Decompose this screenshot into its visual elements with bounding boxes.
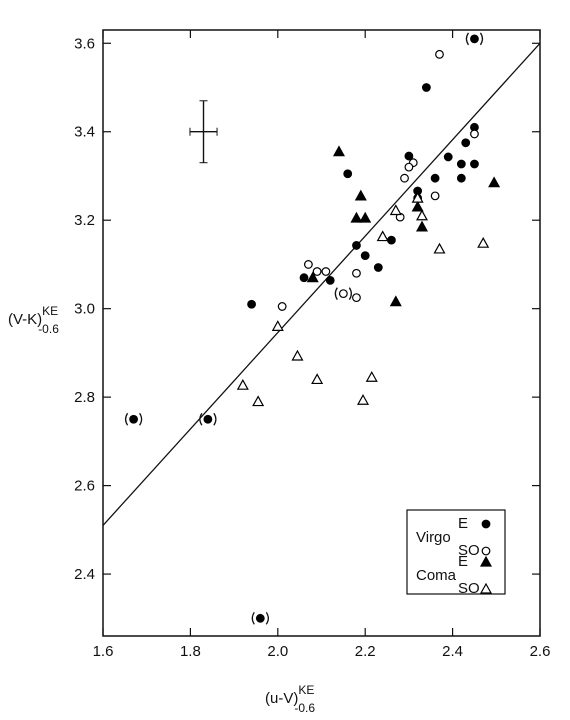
point — [470, 129, 479, 139]
point — [291, 349, 304, 361]
point — [338, 289, 348, 299]
point — [404, 162, 414, 172]
point — [456, 173, 466, 183]
y-tick-label: 3.2 — [74, 212, 95, 229]
point — [252, 395, 265, 407]
legend-group: Virgo — [416, 529, 451, 546]
point — [373, 263, 383, 272]
plot-frame — [102, 29, 541, 637]
point — [411, 191, 424, 203]
point — [433, 242, 446, 254]
y-tick-label: 2.4 — [74, 566, 95, 583]
point — [352, 293, 361, 303]
legend-label: E — [458, 515, 468, 532]
point — [404, 151, 414, 161]
point — [421, 83, 431, 92]
y-tick-label: 3.0 — [74, 301, 95, 318]
y-tick-label: 3.6 — [74, 35, 95, 52]
x-tick-label: 2.2 — [355, 643, 376, 660]
legend-marker — [479, 555, 493, 567]
point — [376, 230, 389, 242]
point — [306, 271, 319, 283]
point — [387, 235, 396, 245]
point — [356, 393, 370, 405]
point — [255, 613, 265, 623]
point — [435, 49, 444, 59]
parenthesis — [199, 412, 217, 426]
point — [430, 173, 440, 183]
point — [400, 173, 409, 183]
y-label-main: (V-K) — [8, 311, 42, 328]
x-tick-label: 2.0 — [267, 643, 288, 660]
point — [456, 159, 466, 169]
y-axis-label: (V-K)KE -0.6 — [8, 304, 59, 336]
y-tick-label: 3.4 — [74, 124, 95, 141]
point — [321, 267, 331, 276]
parenthesis — [465, 32, 484, 46]
legend-group: Coma — [416, 567, 457, 584]
legend-marker — [479, 582, 493, 594]
point — [354, 189, 367, 201]
x-label-sup: KE — [298, 683, 314, 697]
point — [389, 204, 402, 216]
point — [461, 138, 471, 148]
point — [312, 267, 322, 276]
parenthesis — [334, 287, 352, 300]
y-tick-label: 2.6 — [74, 478, 95, 495]
point — [299, 273, 309, 283]
x-tick-label: 1.6 — [93, 643, 114, 660]
x-label-main: (u-V) — [265, 690, 298, 707]
legend-marker — [481, 519, 491, 529]
point — [477, 236, 490, 248]
y-label-sup: KE — [42, 304, 58, 318]
point — [470, 159, 479, 169]
x-tick-label: 1.8 — [180, 643, 201, 660]
point — [350, 211, 363, 223]
point — [303, 260, 313, 269]
point — [411, 200, 424, 212]
point — [325, 275, 335, 285]
x-tick-label: 2.4 — [442, 643, 463, 660]
point — [443, 152, 453, 162]
point — [236, 378, 249, 390]
y-label-sub: -0.6 — [38, 322, 59, 336]
point — [430, 191, 440, 201]
point — [343, 169, 353, 179]
x-tick-label: 2.6 — [530, 643, 551, 660]
point — [203, 414, 213, 424]
point — [415, 209, 429, 221]
point — [365, 370, 378, 382]
point — [277, 302, 287, 311]
point — [470, 34, 479, 44]
x-label-sub: -0.6 — [294, 701, 315, 715]
point — [415, 220, 429, 232]
point — [247, 299, 256, 309]
point — [360, 251, 370, 260]
fit-line — [102, 42, 541, 526]
point — [352, 241, 361, 250]
parenthesis — [251, 611, 269, 625]
parenthesis — [124, 412, 143, 426]
x-axis-label: (u-V)KE -0.6 — [265, 683, 315, 715]
point — [488, 176, 501, 188]
point — [332, 145, 345, 157]
point — [271, 320, 284, 331]
point — [311, 373, 324, 385]
point — [352, 268, 361, 278]
legend-label: SO — [458, 580, 480, 597]
point — [359, 211, 372, 223]
legend-label: SO — [458, 542, 480, 559]
legend-label: E — [458, 553, 468, 570]
point — [389, 295, 402, 307]
point — [129, 414, 138, 424]
y-tick-label: 2.8 — [74, 389, 95, 406]
legend-marker — [481, 546, 491, 556]
